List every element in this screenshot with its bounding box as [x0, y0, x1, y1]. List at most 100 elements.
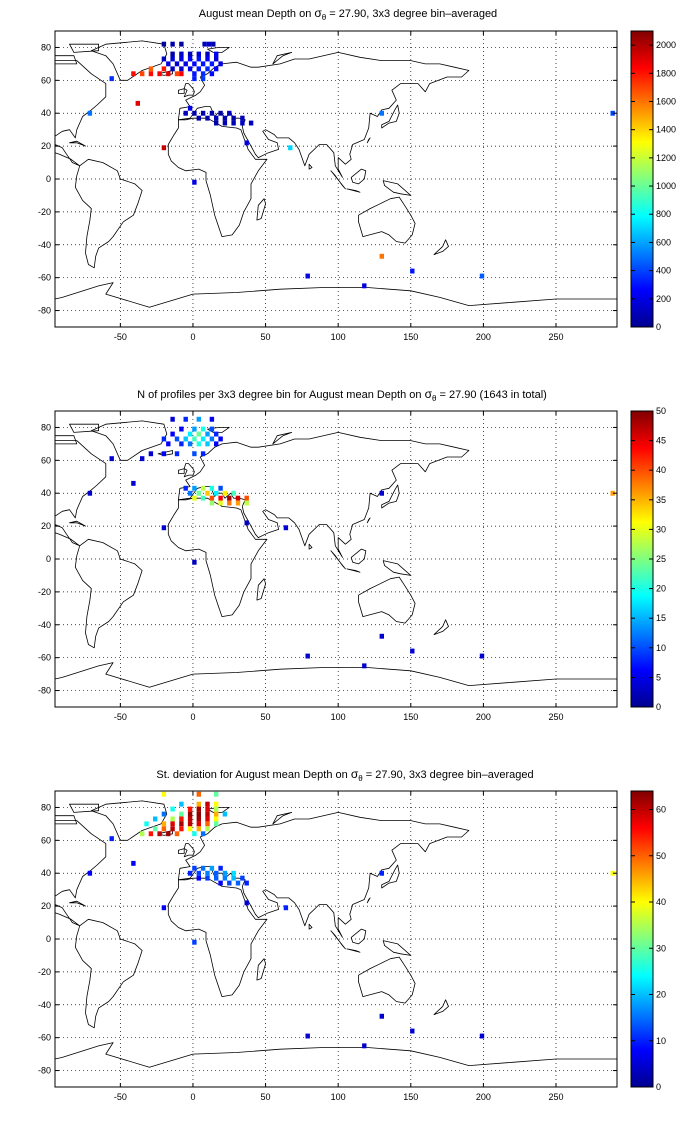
data-cell — [192, 485, 197, 491]
colorbar-tick-label: 200 — [656, 294, 671, 304]
data-cell — [209, 426, 215, 432]
colorbar-tick-label: 45 — [656, 436, 666, 446]
coastline — [308, 163, 313, 170]
data-cell — [174, 61, 180, 67]
data-cell — [187, 821, 193, 827]
colorbar-tick-label: 1000 — [656, 181, 676, 191]
data-cell — [206, 41, 212, 47]
data-cell — [240, 120, 245, 126]
coastline — [74, 538, 143, 649]
y-tick-label: -60 — [38, 273, 51, 283]
y-tick-label: 60 — [41, 455, 51, 465]
data-cell — [362, 1043, 367, 1049]
data-cell — [196, 811, 201, 817]
data-cell — [479, 273, 485, 279]
colorbar-tick-label: 0 — [656, 1082, 661, 1092]
coastline — [54, 435, 78, 445]
data-cell — [157, 71, 162, 77]
data-cell — [196, 816, 201, 822]
data-cell — [410, 648, 415, 654]
colorbar-tick-label: 1800 — [656, 68, 676, 78]
data-cell — [205, 801, 210, 807]
data-cell — [131, 71, 136, 77]
data-cell — [235, 500, 241, 506]
coastline — [272, 812, 293, 825]
y-tick-label: 60 — [41, 835, 51, 845]
coastline — [167, 877, 268, 997]
data-cell — [231, 870, 236, 876]
x-tick-label: -50 — [114, 332, 127, 342]
data-cell — [410, 1028, 415, 1034]
data-cell — [379, 633, 384, 639]
data-cell — [227, 495, 232, 501]
data-cell — [610, 490, 615, 496]
data-cell — [244, 880, 249, 886]
data-cell — [170, 66, 175, 72]
data-cell — [214, 120, 219, 126]
coastline — [183, 463, 195, 478]
data-cell — [153, 816, 158, 822]
coastline — [177, 88, 185, 94]
data-cell — [209, 416, 215, 422]
data-cell — [166, 831, 171, 837]
coastline — [74, 158, 143, 269]
data-cell — [410, 268, 415, 274]
colorbar-tick-label: 25 — [656, 554, 666, 564]
data-cell — [479, 1033, 485, 1039]
data-cell — [244, 520, 249, 526]
data-cell — [222, 115, 228, 121]
coastline — [256, 198, 267, 221]
x-tick-label: 150 — [403, 332, 418, 342]
data-cell — [209, 61, 215, 67]
data-cell — [179, 426, 184, 432]
data-cell — [218, 61, 223, 67]
colorbar-tick-label: 30 — [656, 524, 666, 534]
panel-2-title: N of profiles per 3x3 degree bin for Aug… — [137, 387, 547, 403]
colorbar-tick-label: 800 — [656, 209, 671, 219]
data-cell — [610, 870, 615, 876]
data-cell — [170, 816, 175, 822]
coastline — [177, 52, 470, 178]
data-cell — [211, 41, 216, 47]
data-cell — [305, 653, 310, 659]
data-cell — [161, 41, 167, 47]
coastline — [382, 180, 412, 196]
data-cell — [192, 939, 197, 945]
panel-1-colorbar — [630, 30, 654, 328]
colorbar-tick-label: 10 — [656, 1036, 666, 1046]
data-cell — [166, 71, 171, 77]
colorbar-tick-label: 600 — [656, 237, 671, 247]
data-cell — [214, 490, 219, 496]
data-cell — [179, 801, 184, 807]
coastline — [350, 548, 367, 565]
coastline — [308, 543, 313, 550]
data-cell — [231, 875, 236, 881]
data-cell — [174, 436, 180, 442]
data-cell — [140, 71, 145, 77]
x-tick-label: 0 — [190, 332, 195, 342]
coastline — [90, 420, 168, 461]
data-cell — [227, 500, 232, 506]
x-tick-label: 150 — [403, 1092, 418, 1102]
data-cell — [244, 900, 249, 906]
coastline — [177, 431, 470, 558]
map-panel-1: August mean Depth on σθ = 27.90, 3x3 deg… — [38, 6, 676, 342]
y-tick-label: 40 — [41, 488, 51, 498]
data-cell — [205, 441, 210, 447]
data-cell — [179, 51, 184, 57]
data-cell — [231, 490, 236, 496]
data-cell — [179, 811, 184, 817]
data-cell — [161, 451, 167, 457]
colorbar-tick-label: 40 — [656, 465, 666, 475]
data-cell — [305, 273, 310, 279]
data-cell — [166, 61, 171, 67]
coastline — [54, 1042, 618, 1088]
data-cell — [218, 865, 223, 871]
data-cell — [161, 791, 167, 797]
coastline — [167, 497, 268, 617]
coastline — [69, 900, 86, 907]
x-tick-label: 50 — [261, 712, 271, 722]
y-tick-label: 80 — [41, 42, 51, 52]
data-cell — [200, 865, 206, 871]
data-cell — [218, 110, 223, 116]
